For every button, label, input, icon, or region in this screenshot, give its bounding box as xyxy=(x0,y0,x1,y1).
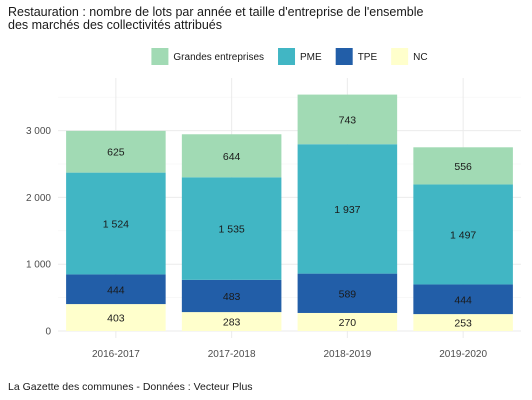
data-label: 283 xyxy=(223,317,241,329)
data-label: 270 xyxy=(339,317,357,329)
data-label: 1 497 xyxy=(450,229,476,241)
bar-segment xyxy=(297,273,398,313)
data-label: 625 xyxy=(107,147,125,159)
legend-label: TPE xyxy=(358,52,378,63)
data-label: 483 xyxy=(223,291,241,303)
bar-segment xyxy=(413,147,513,185)
data-label: 1 937 xyxy=(334,204,360,216)
bar-segment xyxy=(297,312,398,331)
legend-key xyxy=(335,48,353,65)
data-label: 444 xyxy=(107,284,125,296)
legend-key xyxy=(391,48,409,65)
data-label: 403 xyxy=(107,313,125,325)
data-label: 1 535 xyxy=(218,224,244,236)
data-label: 444 xyxy=(454,294,472,306)
bar-segment xyxy=(413,314,513,331)
legend-label: Grandes entreprises xyxy=(173,52,264,63)
y-tick-label: 2 000 xyxy=(26,193,51,204)
data-label: 644 xyxy=(223,151,241,163)
x-tick-label: 2016-2017 xyxy=(92,349,140,360)
bar-segment xyxy=(181,312,282,331)
legend-label: NC xyxy=(413,52,427,63)
bar-segment xyxy=(181,134,282,178)
x-tick-label: 2018-2019 xyxy=(323,349,371,360)
bar-segment xyxy=(297,94,398,145)
value-labels: 403 444 1 524 625 283 483 1 535 644 270 589 1 937 7… xyxy=(103,114,477,329)
bar-segment xyxy=(66,274,166,305)
legend-label: PME xyxy=(300,52,322,63)
bars xyxy=(66,94,513,331)
bar-segment xyxy=(413,184,513,285)
x-tick-label: 2017-2018 xyxy=(208,349,256,360)
bar-segment xyxy=(297,144,398,274)
legend: Grandes entreprises PME TPE NC xyxy=(151,48,428,65)
data-label: 589 xyxy=(339,288,357,300)
y-tick-label: 3 000 xyxy=(26,126,51,137)
x-tick-label: 2019-2020 xyxy=(439,349,487,360)
chart-title-line-2: des marchés des collectivités attribués xyxy=(8,18,222,32)
y-tick-label: 0 xyxy=(45,327,51,338)
source-note: La Gazette des communes - Données : Vect… xyxy=(8,381,253,393)
bar-segment xyxy=(413,284,513,315)
y-axis: 0 1 000 2 000 3 000 xyxy=(26,126,51,337)
x-axis: 2016-2017 2017-2018 2018-2019 2019-2020 xyxy=(92,349,488,360)
data-label: 253 xyxy=(454,318,472,330)
data-label: 556 xyxy=(454,161,472,173)
bar-segment xyxy=(66,130,166,173)
bar-segment xyxy=(181,279,282,313)
bar-segment xyxy=(66,172,166,275)
y-tick-label: 1 000 xyxy=(26,260,51,271)
chart-title: Restauration : nombre de lots par année … xyxy=(8,6,508,32)
bar-segment xyxy=(66,304,166,331)
legend-key xyxy=(151,48,169,65)
chart-title-line-1: Restauration : nombre de lots par année … xyxy=(8,5,424,19)
data-label: 743 xyxy=(339,114,357,126)
legend-key xyxy=(278,48,296,65)
data-label: 1 524 xyxy=(103,219,129,231)
bar-segment xyxy=(181,177,282,280)
